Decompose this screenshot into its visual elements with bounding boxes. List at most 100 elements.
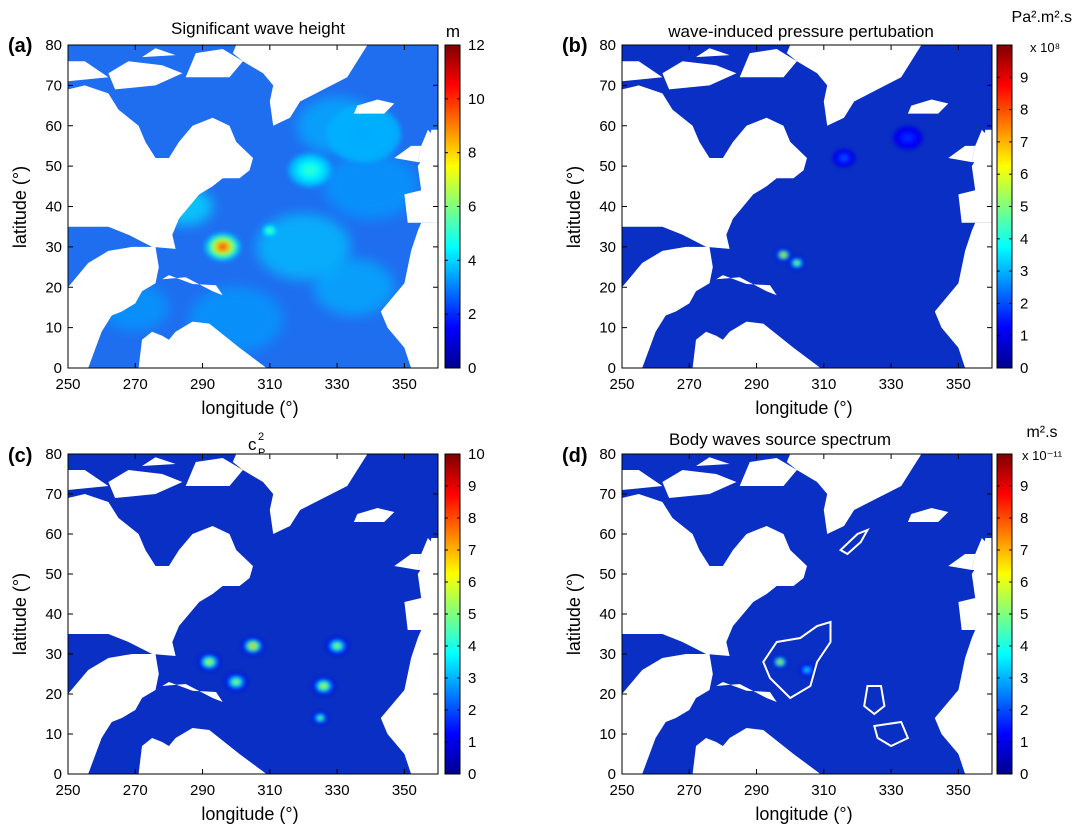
land-mask — [138, 738, 176, 774]
land-mask — [622, 654, 713, 774]
x-axis-label: longitude (°) — [201, 398, 298, 418]
land-mask — [68, 85, 253, 249]
colorbar-tick-label: 6 — [1020, 166, 1028, 183]
y-axis-label: latitude (°) — [564, 166, 584, 248]
y-tick-label: 10 — [599, 726, 616, 743]
colorbar-tick-label: 2 — [1020, 702, 1028, 719]
colorbar-tick-label: 12 — [468, 37, 485, 54]
land-mask — [934, 222, 992, 368]
panel-a: (a) Significant wave height 250 270 290 310… — [8, 19, 485, 418]
heat-feature — [327, 105, 401, 163]
x-tick-label: 330 — [325, 376, 350, 393]
x-tick-label: 270 — [677, 782, 702, 799]
colorbar-unit: m — [446, 22, 460, 41]
colorbar-tick-label: 6 — [468, 199, 476, 216]
contour-line — [873, 720, 910, 748]
heat-feature — [772, 656, 788, 668]
panel-c: (c) c 2 P 250 270 290 310 330 350 01020304050… — [8, 431, 485, 824]
colorbar-tick-label: 1 — [1020, 328, 1028, 345]
colorbar-tick-label: 0 — [1020, 360, 1028, 377]
colorbar: 0 2 4 6 8 10 12 — [444, 37, 485, 377]
svg-text:P: P — [258, 447, 265, 459]
heat-feature — [312, 712, 328, 724]
land-mask — [692, 738, 730, 774]
y-tick-label: 60 — [599, 118, 616, 135]
land-mask — [622, 61, 663, 82]
x-axis-ticks: 250 270 290 310 330 350 — [55, 454, 417, 799]
y-tick-label: 50 — [45, 566, 62, 583]
y-axis-ticks: 0 10 20 30 40 50 60 70 80 — [599, 446, 992, 783]
colorbar: 0 1 2 3 4 5 6 7 8 9 — [996, 44, 1028, 377]
land-mask — [185, 458, 243, 486]
land-mask — [786, 45, 922, 126]
land-mask — [696, 48, 730, 58]
land-mask — [716, 275, 777, 296]
land-mask — [68, 654, 159, 774]
y-tick-label: 30 — [45, 646, 62, 663]
land-mask — [739, 49, 797, 78]
y-tick-label: 50 — [45, 158, 62, 175]
y-axis-ticks: 0 10 20 30 40 50 60 70 80 — [599, 37, 992, 377]
land-mask — [138, 331, 176, 368]
x-tick-label: 310 — [811, 376, 836, 393]
land-mask — [142, 48, 176, 58]
land-mask — [394, 554, 422, 570]
colorbar-tick-label: 0 — [1020, 766, 1028, 783]
land-mask — [786, 454, 922, 534]
heat-feature — [776, 249, 791, 261]
y-axis-ticks: 0 10 20 30 40 50 60 70 80 — [45, 446, 438, 783]
colorbar-tick-label: 0 — [468, 360, 476, 377]
colorbar-tick-label: 0 — [468, 766, 476, 783]
y-tick-label: 60 — [45, 526, 62, 543]
land-mask — [165, 321, 311, 368]
y-tick-label: 20 — [599, 279, 616, 296]
land-mask — [958, 129, 992, 223]
colorbar-tick-label: 9 — [1020, 69, 1028, 86]
y-tick-label: 30 — [45, 239, 62, 256]
land-mask — [162, 275, 223, 296]
x-axis-ticks: 250 270 290 310 330 350 — [55, 45, 417, 393]
heat-feature — [893, 126, 923, 150]
x-tick-label: 310 — [811, 782, 836, 799]
colorbar-tick-label: 6 — [1020, 574, 1028, 591]
x-tick-label: 250 — [609, 376, 634, 393]
land-mask — [165, 728, 311, 774]
land-mask — [716, 682, 777, 702]
heat-feature — [225, 673, 248, 691]
heat-feature — [204, 232, 242, 262]
y-tick-label: 0 — [608, 766, 616, 783]
y-tick-label: 70 — [45, 486, 62, 503]
y-tick-label: 40 — [599, 199, 616, 216]
x-tick-label: 290 — [744, 376, 769, 393]
colorbar-unit: m².s — [1026, 424, 1057, 441]
land-mask — [907, 99, 949, 114]
heat-feature — [325, 637, 349, 655]
map-area — [621, 453, 993, 775]
colorbar-tick-label: 7 — [468, 542, 476, 559]
land-mask — [380, 630, 438, 774]
land-mask — [353, 99, 395, 114]
y-axis-label: latitude (°) — [10, 166, 30, 248]
colorbar-tick-label: 8 — [1020, 510, 1028, 527]
colorbar-tick-label: 9 — [468, 478, 476, 495]
colorbar-tick-label: 5 — [468, 606, 476, 623]
land-mask — [719, 321, 865, 368]
land-mask — [394, 145, 422, 163]
land-mask — [232, 454, 368, 534]
land-mask — [692, 331, 730, 368]
colorbar-tick-label: 2 — [468, 306, 476, 323]
colorbar-tick-label: 5 — [1020, 606, 1028, 623]
contour-line — [863, 685, 886, 716]
y-tick-label: 0 — [54, 766, 62, 783]
colorbar-tick-label: 2 — [1020, 295, 1028, 312]
heat-feature — [789, 257, 805, 269]
land-mask — [907, 508, 949, 522]
y-tick-label: 70 — [599, 486, 616, 503]
colorbar-tick-label: 3 — [468, 670, 476, 687]
y-tick-label: 10 — [45, 320, 62, 337]
contour-line — [838, 528, 870, 556]
land-mask — [162, 682, 223, 702]
y-tick-label: 20 — [45, 279, 62, 296]
heat-feature — [241, 637, 265, 655]
y-tick-label: 50 — [599, 566, 616, 583]
